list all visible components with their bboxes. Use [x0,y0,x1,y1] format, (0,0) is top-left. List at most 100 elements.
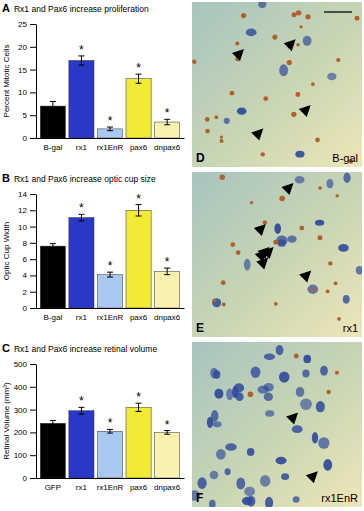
mitotic-cell [311,82,315,86]
mitotic-cell [335,194,338,197]
mitotic-cell [317,235,322,240]
error-bar-cap [164,124,170,125]
scale-bar [324,11,352,13]
x-tick-label: rx1 [76,143,88,152]
error-bar-cap [50,243,56,244]
stained-cell [258,2,266,8]
stained-cell [258,385,269,393]
significance-marker: * [136,390,141,404]
mitotic-cell [250,201,253,204]
x-axis-line [37,308,185,309]
mitotic-cell [205,117,210,122]
stained-cell [338,244,349,252]
error-bar-cap [78,414,84,415]
error-bar-cap [107,433,113,434]
stained-cell [292,425,303,433]
mitotic-cell [337,317,341,321]
y-tick-label: 0 [23,474,28,483]
y-tick: 100 [14,451,36,460]
arrowhead [281,183,293,195]
bar [69,218,94,308]
y-tick-label: 2 [23,288,28,297]
x-tick: GFP [45,478,61,492]
tissue-background [192,2,362,167]
mitotic-cell [235,41,239,45]
tissue-background [192,342,362,507]
x-tick-label: rx1EnR [97,313,124,322]
stained-cell [323,459,332,471]
y-tick-mark [30,70,36,71]
y-tick-mark [30,478,36,479]
y-tick-label: 12 [18,206,27,215]
mitotic-cell [312,288,316,292]
mitotic-cell [220,139,224,143]
y-tick: 10 [18,88,36,97]
stained-cell [213,421,222,427]
micrograph-image [192,342,362,507]
panel-letter: E [196,321,204,335]
x-axis: B-galrx1rx1EnRpax6dnpax6 [37,138,185,152]
mitotic-cell [214,115,218,119]
mitotic-cell [230,91,235,96]
stained-cell [303,36,312,46]
error-bar-cap [107,130,113,131]
arrowhead [258,247,270,259]
y-tick-mark [30,364,36,365]
mitotic-cell [287,60,292,65]
bar [69,411,94,478]
panel-label: rx1EnR [321,492,358,504]
y-tick-mark [30,115,36,116]
y-tick-label: 5 [23,111,28,120]
y-tick: 4 [23,271,36,280]
error-bar-stem [52,102,53,111]
y-tick: 20 [18,43,36,52]
bar [40,246,65,308]
y-tick: 500 [14,360,36,369]
error-bar-cap [136,83,142,84]
tissue-background [192,172,362,337]
x-tick: rx1 [76,308,88,322]
stained-cell [242,497,253,505]
bar [40,423,65,478]
stained-cell [197,477,206,489]
chart-title: CRx1 and Pax6 increase retinal volume [2,342,157,354]
stained-cell [264,354,275,360]
mitotic-cell [274,302,278,306]
error-bar [136,74,142,83]
error-bar-cap [50,248,56,249]
error-bar-stem [81,56,82,65]
micrograph: Erx1 [192,172,363,337]
stained-cell [225,468,231,475]
x-axis-line [37,138,185,139]
x-tick: B-gal [44,308,63,322]
stained-cell [265,497,273,507]
y-tick-mark [30,138,36,139]
error-bar-stem [138,205,139,216]
stained-cell [279,371,289,382]
y-tick: 0 [23,304,36,313]
stained-cell [293,496,300,502]
y-tick-mark [30,47,36,48]
mitotic-cell [299,25,302,28]
error-bar-cap [50,110,56,111]
stained-cell [327,73,336,81]
stained-cell [247,448,254,456]
panel-letter: C [2,342,10,354]
micrograph: Frx1EnR [189,342,362,509]
y-axis: 02468101214 [18,190,36,313]
mitotic-cell [241,13,246,18]
y-tick-label: 8 [23,239,28,248]
bar [155,122,180,138]
arrowhead [232,49,244,61]
y-axis-line [36,195,37,309]
error-bar-stem [52,421,53,426]
y-tick-label: 0 [23,304,28,313]
significance-marker: * [108,416,113,430]
y-axis-title: Percent Mitotic Cells [2,45,11,118]
mitotic-cell [299,226,304,231]
mitotic-cell [326,390,330,394]
y-tick-mark [30,432,36,433]
error-bar-cap [78,65,84,66]
x-axis: B-galrx1rx1EnRpax6dnpax6 [37,308,185,322]
chart-title: ARx1 and Pax6 increase proliferation [2,2,149,14]
